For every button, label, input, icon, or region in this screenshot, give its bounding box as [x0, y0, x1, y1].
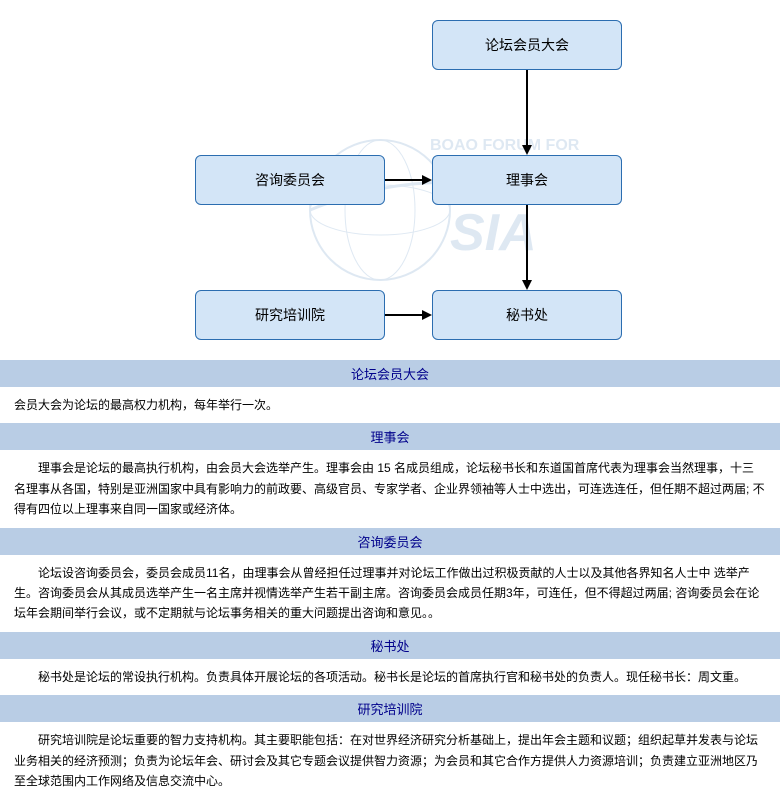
arrow-head-icon — [422, 310, 432, 320]
section-body-3: 秘书处是论坛的常设执行机构。负责具体开展论坛的各项活动。秘书长是论坛的首席执行官… — [0, 659, 780, 695]
edge-board-secretariat — [526, 205, 528, 282]
section-header-1: 理事会 — [0, 423, 780, 450]
node-institute: 研究培训院 — [195, 290, 385, 340]
section-header-3: 秘书处 — [0, 632, 780, 659]
arrow-head-icon — [522, 280, 532, 290]
org-chart-diagram: BOAO FORUM FOR SIA 论坛会员大会咨询委员会理事会研究培训院秘书… — [0, 0, 780, 360]
sections: 论坛会员大会会员大会为论坛的最高权力机构，每年举行一次。理事会 理事会是论坛的最… — [0, 360, 780, 799]
section-header-4: 研究培训院 — [0, 695, 780, 722]
edge-general_assembly-board — [526, 70, 528, 147]
node-advisory: 咨询委员会 — [195, 155, 385, 205]
svg-text:BOAO FORUM FOR: BOAO FORUM FOR — [430, 137, 580, 154]
section-header-0: 论坛会员大会 — [0, 360, 780, 387]
section-header-2: 咨询委员会 — [0, 528, 780, 555]
svg-text:SIA: SIA — [450, 204, 537, 262]
section-body-4: 研究培训院是论坛重要的智力支持机构。其主要职能包括：在对世界经济研究分析基础上，… — [0, 722, 780, 799]
arrow-head-icon — [522, 145, 532, 155]
node-board: 理事会 — [432, 155, 622, 205]
arrow-head-icon — [422, 175, 432, 185]
node-general_assembly: 论坛会员大会 — [432, 20, 622, 70]
edge-advisory-board — [385, 179, 424, 181]
section-body-1: 理事会是论坛的最高执行机构，由会员大会选举产生。理事会由 15 名成员组成，论坛… — [0, 450, 780, 527]
node-secretariat: 秘书处 — [432, 290, 622, 340]
edge-institute-secretariat — [385, 314, 424, 316]
section-body-0: 会员大会为论坛的最高权力机构，每年举行一次。 — [0, 387, 780, 423]
section-body-2: 论坛设咨询委员会，委员会成员11名，由理事会从曾经担任过理事并对论坛工作做出过积… — [0, 555, 780, 632]
